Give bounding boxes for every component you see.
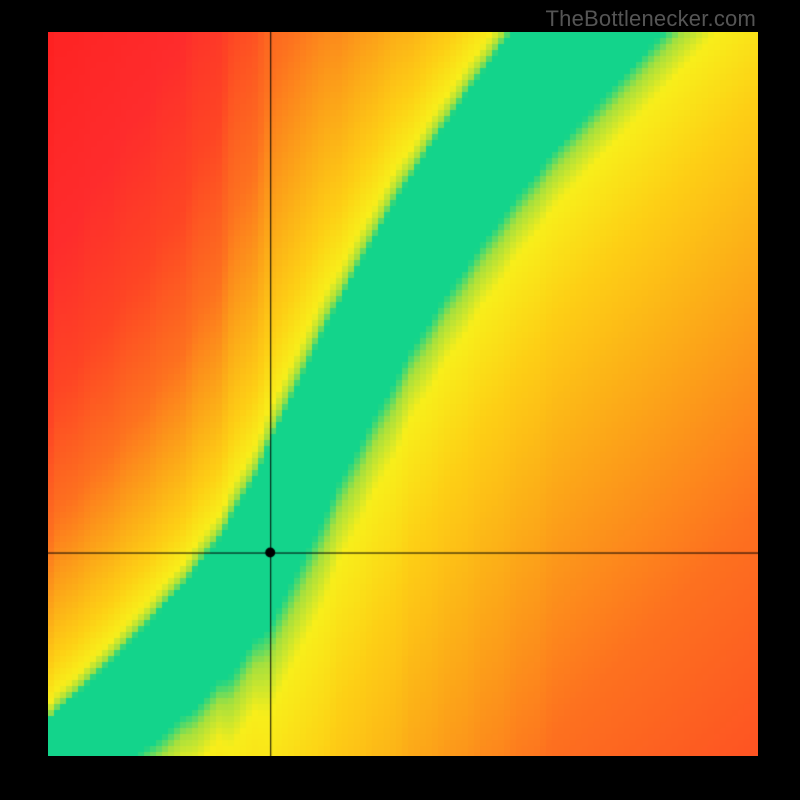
watermark-text: TheBottlenecker.com	[546, 6, 756, 32]
bottleneck-heatmap	[48, 32, 758, 756]
